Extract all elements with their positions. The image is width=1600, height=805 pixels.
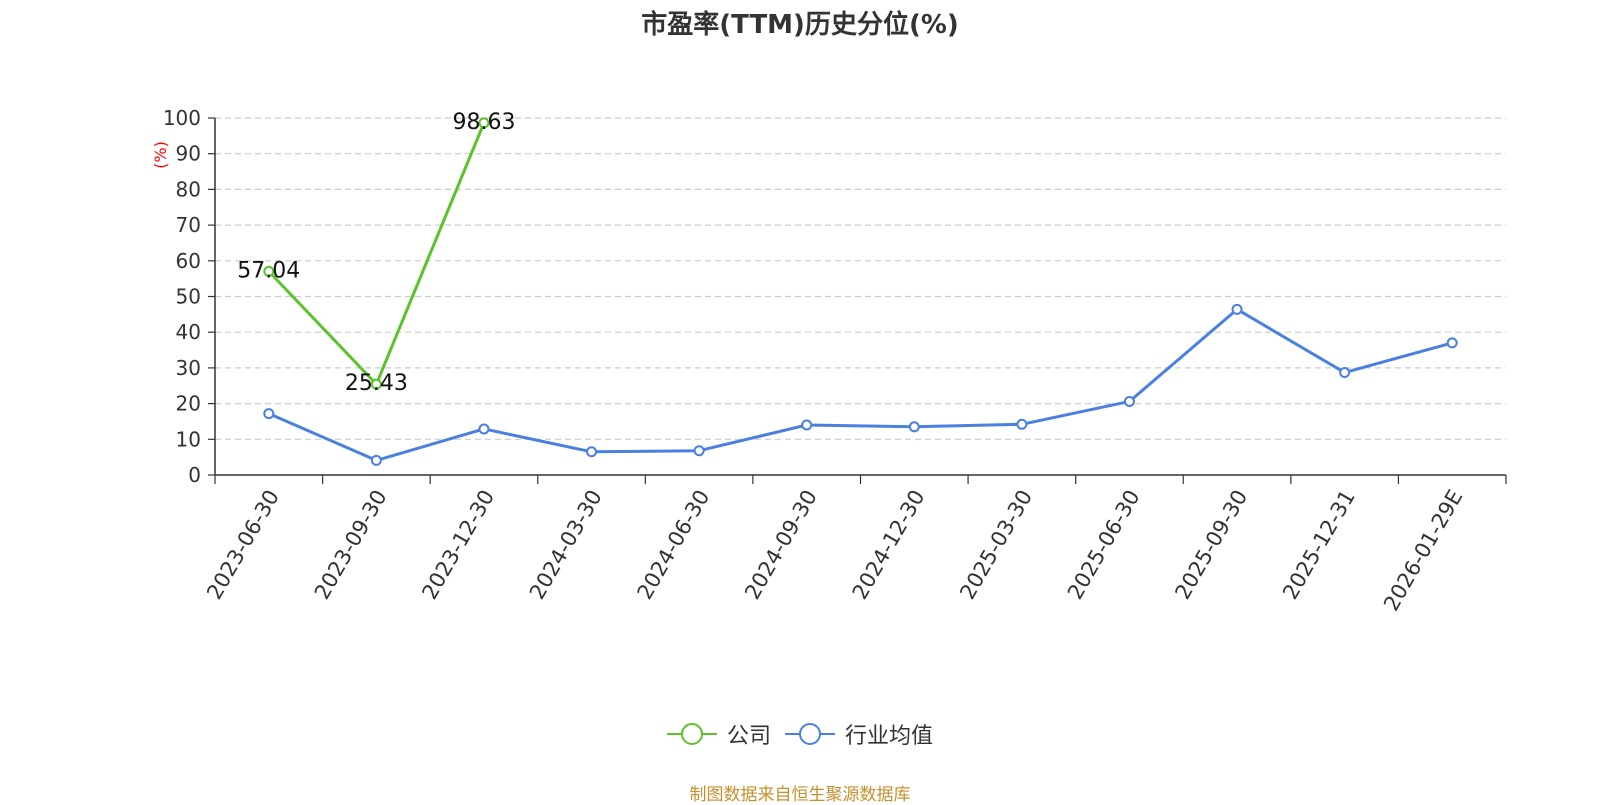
data-point-industry-average xyxy=(693,445,705,457)
x-tick-label: 2025-12-31 xyxy=(1278,486,1360,604)
y-tick-label: 0 xyxy=(188,463,201,487)
series-line-industry-average xyxy=(268,307,1453,462)
data-point-industry-average xyxy=(1123,395,1135,407)
x-tick-label: 2024-12-30 xyxy=(848,486,930,604)
data-point-industry-average xyxy=(586,446,598,458)
y-tick-label: 10 xyxy=(176,427,201,451)
data-point-industry-average xyxy=(478,423,490,435)
x-tick-label: 2025-09-30 xyxy=(1170,486,1252,604)
y-tick-label: 40 xyxy=(176,320,201,344)
legend-industry-marker-icon xyxy=(785,723,835,745)
y-tick-label: 80 xyxy=(176,177,201,201)
data-point-industry-average xyxy=(1016,418,1028,430)
x-tick-label: 2024-09-30 xyxy=(740,486,822,604)
data-point-industry-average xyxy=(1231,303,1243,315)
x-tick-label: 2025-03-30 xyxy=(955,486,1037,604)
x-tick-label: 2023-12-30 xyxy=(417,486,499,604)
data-point-industry-average xyxy=(1339,367,1351,379)
legend-item-company[interactable]: 公司 xyxy=(666,718,771,750)
y-tick-label: 70 xyxy=(176,213,201,237)
series-line-company xyxy=(267,122,486,386)
data-source-note: 制图数据来自恒生聚源数据库 xyxy=(689,785,911,805)
data-point-company xyxy=(263,265,275,277)
data-label-company: 57.04 xyxy=(237,258,300,283)
y-tick-label: 60 xyxy=(176,249,201,273)
x-tick-label: 2023-09-30 xyxy=(310,486,392,604)
y-tick-label: 90 xyxy=(176,142,201,166)
data-label-company: 98.63 xyxy=(452,110,515,135)
data-point-industry-average xyxy=(801,419,813,431)
y-tick-label: 20 xyxy=(176,392,201,416)
x-tick-label: 2025-06-30 xyxy=(1063,486,1145,604)
y-tick-label: 30 xyxy=(176,356,201,380)
legend-company-marker-icon xyxy=(666,723,717,745)
data-point-company xyxy=(370,378,382,390)
chart-title: 市盈率(TTM)历史分位(%) xyxy=(641,10,959,40)
x-tick-label: 2023-06-30 xyxy=(202,486,284,604)
legend-label-industry-average: 行业均值 xyxy=(845,724,934,749)
legend-item-industry-average[interactable]: 行业均值 xyxy=(785,718,933,750)
data-point-industry-average xyxy=(370,454,382,466)
y-tick-label: 100 xyxy=(163,106,201,130)
data-point-industry-average xyxy=(908,421,920,433)
legend-label-company: 公司 xyxy=(726,724,771,749)
data-point-industry-average xyxy=(263,408,275,420)
y-tick-label: 50 xyxy=(176,285,201,309)
data-point-industry-average xyxy=(1446,337,1458,349)
x-tick-label: 2024-03-30 xyxy=(525,486,607,604)
data-label-company: 25.43 xyxy=(345,371,408,396)
legend: 公司 行业均值 xyxy=(0,718,1600,750)
x-tick-label: 2026-01-29E xyxy=(1379,486,1467,615)
x-tick-label: 2024-06-30 xyxy=(633,486,715,604)
data-point-company xyxy=(478,117,490,129)
